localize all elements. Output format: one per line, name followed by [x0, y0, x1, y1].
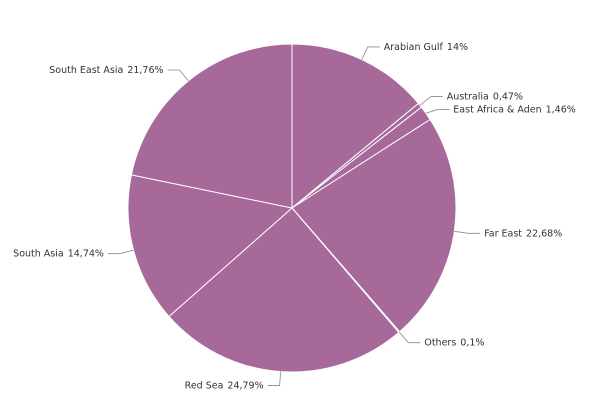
data-label: Others 0,1%	[424, 337, 484, 348]
label-value: 24,79%	[227, 380, 263, 391]
label-value: 0,1%	[460, 337, 484, 348]
leader-line	[107, 249, 134, 255]
label-value: 14,74%	[68, 248, 104, 259]
label-value: 14%	[447, 41, 468, 52]
label-category: South East Asia	[49, 64, 123, 75]
label-value: 0,47%	[493, 91, 523, 102]
label-category: East Africa & Aden	[453, 104, 541, 115]
label-category: Others	[424, 337, 456, 348]
leader-line	[425, 109, 450, 114]
data-label: Arabian Gulf 14%	[384, 41, 468, 52]
label-value: 21,76%	[127, 64, 163, 75]
leader-line	[361, 46, 380, 60]
label-category: Australia	[447, 91, 489, 102]
label-category: South Asia	[13, 248, 64, 259]
leader-line	[454, 230, 481, 234]
label-value: 1,46%	[546, 104, 576, 115]
data-label: South East Asia 21,76%	[49, 64, 163, 75]
leader-line	[419, 96, 443, 106]
data-label: Far East 22,68%	[484, 228, 562, 239]
data-label: South Asia 14,74%	[13, 248, 104, 259]
data-label: Red Sea 24,79%	[185, 380, 264, 391]
pie-slice	[130, 43, 293, 209]
leader-line	[398, 331, 421, 344]
label-category: Red Sea	[185, 380, 224, 391]
pie-slice	[127, 174, 294, 318]
data-label: Australia 0,47%	[447, 91, 523, 102]
leader-line	[167, 69, 189, 82]
label-value: 22,68%	[526, 228, 562, 239]
data-label: East Africa & Aden 1,46%	[453, 104, 575, 115]
label-category: Arabian Gulf	[384, 41, 444, 52]
leader-line	[267, 371, 282, 386]
label-category: Far East	[484, 228, 522, 239]
